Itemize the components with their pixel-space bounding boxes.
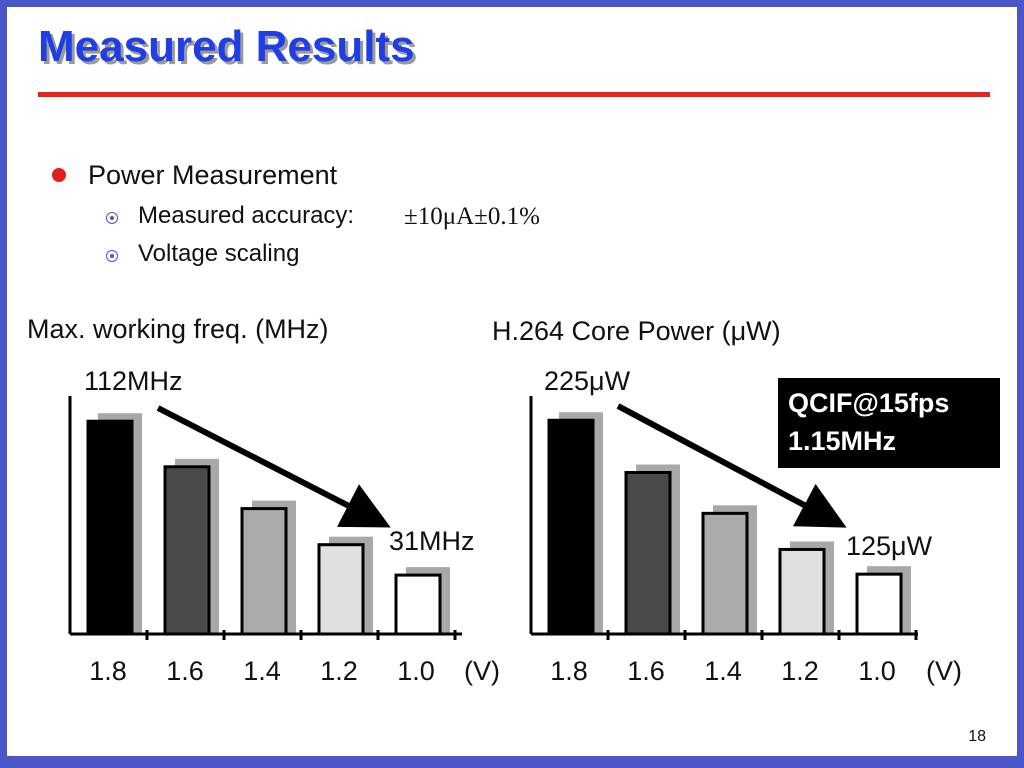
slide-frame-bottom: [0, 756, 1024, 768]
x-tick-label: 1.8: [89, 656, 127, 686]
x-tick-label: 1.0: [397, 656, 435, 686]
start-value-label: 112MHz: [84, 366, 183, 396]
bar-1.4: [240, 507, 288, 636]
x-tick-label: 1.4: [704, 656, 742, 686]
title-underline: [38, 92, 990, 97]
x-tick-label: 1.2: [781, 656, 819, 686]
x-tick-label: 1.6: [166, 656, 204, 686]
x-tick-label: 1.2: [320, 656, 358, 686]
accuracy-formula: ±10μA±0.1%: [404, 203, 540, 230]
sub-bullet-accuracy-label: Measured accuracy:: [138, 202, 355, 229]
sub-bullet-voltage-scaling: Voltage scaling: [138, 240, 300, 267]
qcif-info-box: QCIF@15fps 1.15MHz: [778, 378, 1000, 468]
bar-1.0: [855, 572, 903, 636]
x-tick-label: 1.6: [627, 656, 665, 686]
start-value-label: 225μW: [544, 366, 631, 396]
x-unit-label: (V): [464, 656, 500, 686]
slide-title: Measured Results: [38, 22, 415, 71]
sub-bullet-icon: [106, 212, 118, 224]
end-value-label: 31MHz: [389, 526, 475, 556]
page-number: 18: [968, 728, 986, 745]
bar-1.6: [624, 471, 672, 636]
qcif-line1: QCIF@15fps: [788, 388, 950, 418]
bar-1.0: [394, 573, 442, 636]
qcif-line2: 1.15MHz: [788, 426, 897, 456]
trend-arrow: [616, 403, 847, 528]
bar-1.4: [701, 511, 749, 636]
trend-arrow: [156, 405, 391, 528]
x-tick-label: 1.4: [243, 656, 281, 686]
bullet-power-measurement: Power Measurement: [88, 160, 338, 190]
bar-1.8: [86, 419, 134, 636]
chart2-title: H.264 Core Power (μW): [492, 316, 781, 346]
bar-1.8: [547, 418, 595, 636]
x-tick-label: 1.8: [550, 656, 588, 686]
sub-bullet-icon: [106, 250, 118, 262]
bullet-dot-icon: [52, 168, 66, 182]
end-value-label: 125μW: [846, 531, 933, 561]
bar-1.2: [317, 543, 365, 636]
bar-1.2: [778, 547, 826, 636]
x-unit-label: (V): [926, 656, 962, 686]
slide-frame-top: [0, 0, 1024, 7]
slide-frame-left: [0, 0, 7, 768]
chart1-title: Max. working freq. (MHz): [27, 314, 329, 344]
x-tick-label: 1.0: [858, 656, 896, 686]
slide-frame-right: [1017, 0, 1024, 768]
